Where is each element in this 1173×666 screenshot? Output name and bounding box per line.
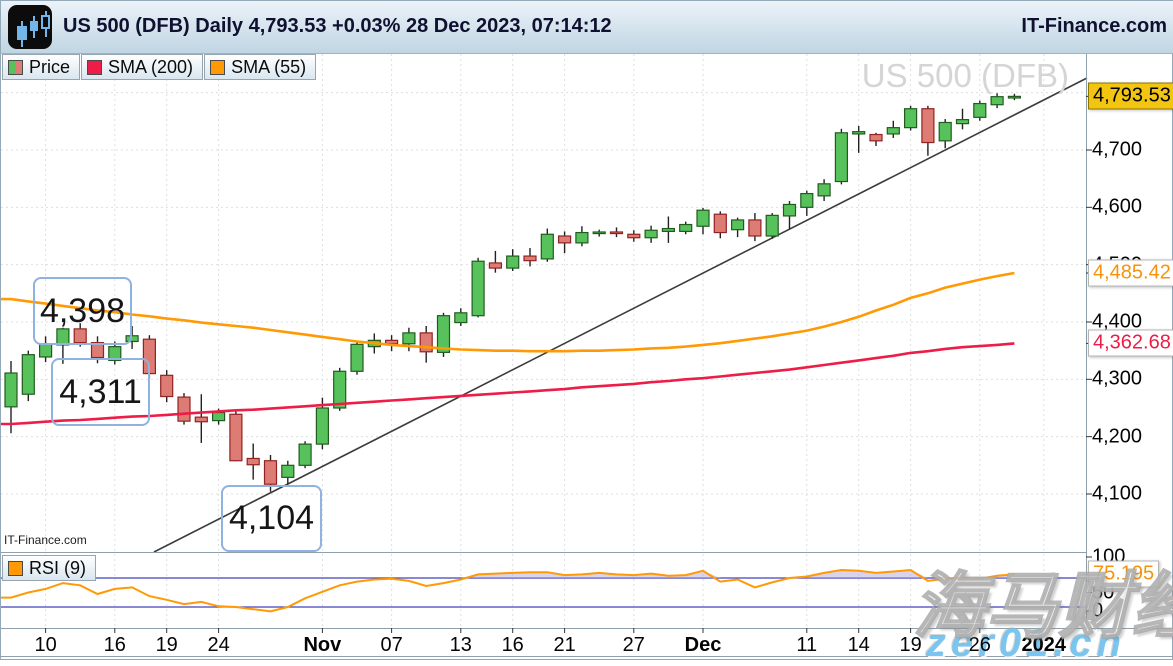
candle-oct-23[interactable]	[194, 394, 208, 443]
legend-sma200[interactable]: SMA (200)	[81, 54, 204, 80]
candle-dec-01[interactable]	[696, 207, 710, 235]
candle-oct-25[interactable]	[229, 411, 243, 462]
candle-nov-14[interactable]	[471, 257, 485, 318]
candle-oct-30[interactable]	[281, 460, 295, 485]
candle-dec-19[interactable]	[903, 105, 918, 131]
candle-nov-21[interactable]	[557, 231, 572, 254]
candle-nov-28[interactable]	[644, 225, 658, 243]
sma55-line[interactable]	[1, 271, 1015, 353]
candle-oct-06[interactable]	[4, 360, 18, 434]
candle-nov-17[interactable]	[523, 248, 537, 267]
sma55-swatch-icon	[210, 59, 226, 75]
candle-nov-16[interactable]	[506, 249, 520, 271]
legend-row: Price SMA (200) SMA (55)	[2, 54, 317, 80]
candle-oct-12[interactable]	[73, 323, 87, 347]
candle-nov-24[interactable]	[609, 227, 624, 238]
candle-dec-07[interactable]	[765, 213, 779, 239]
time-axis[interactable]	[1, 629, 1086, 659]
legend-price-label: Price	[29, 56, 71, 77]
candle-dec-27[interactable]	[990, 93, 1004, 109]
candle-nov-23[interactable]	[592, 229, 606, 237]
candle-nov-27[interactable]	[627, 230, 641, 242]
rsi-line[interactable]	[1, 568, 1015, 613]
brand-link[interactable]: IT-Finance.com	[1021, 15, 1167, 37]
candle-dec-21[interactable]	[938, 119, 952, 149]
candle-oct-19[interactable]	[160, 370, 174, 403]
candle-oct-20[interactable]	[177, 393, 191, 425]
candle-dec-12[interactable]	[817, 179, 831, 202]
candle-dec-14[interactable]	[852, 125, 866, 153]
candle-dec-05[interactable]	[730, 217, 745, 238]
candle-nov-08[interactable]	[402, 327, 416, 352]
legend-rsi-label: RSI (9)	[29, 557, 87, 578]
candle-nov-10[interactable]	[436, 312, 451, 357]
itfinance-small-label: IT-Finance.com	[4, 533, 87, 547]
candle-dec-06[interactable]	[748, 213, 762, 242]
legend-sma55-label: SMA (55)	[231, 56, 307, 77]
candle-dec-18[interactable]	[886, 120, 900, 138]
candle-dec-28[interactable]	[1007, 93, 1022, 101]
trendline[interactable]	[153, 77, 1088, 553]
candle-dec-22[interactable]	[955, 108, 970, 130]
legend-sma200-label: SMA (200)	[108, 56, 194, 77]
candle-dec-11[interactable]	[800, 190, 814, 216]
candle-nov-29[interactable]	[661, 216, 676, 243]
candle-dec-26[interactable]	[973, 100, 987, 121]
price-annotation-4104[interactable]: 4,104	[221, 485, 322, 552]
candle-dec-08[interactable]	[782, 201, 797, 230]
legend-sma55[interactable]: SMA (55)	[204, 54, 317, 80]
candlestick-logo-icon	[8, 5, 52, 49]
candle-nov-20[interactable]	[540, 228, 554, 262]
price-annotation-4398[interactable]: 4,398	[33, 277, 132, 345]
candle-oct-16[interactable]	[108, 341, 122, 365]
symbol-watermark: US 500 (DFB)	[861, 57, 1069, 94]
chart-title: US 500 (DFB) Daily 4,793.53 +0.03% 28 De…	[63, 15, 612, 37]
candle-nov-03[interactable]	[350, 341, 364, 375]
candle-oct-09[interactable]	[21, 350, 35, 402]
sma200-line[interactable]	[1, 342, 1015, 426]
legend-price[interactable]: Price	[2, 54, 81, 80]
candle-nov-30[interactable]	[679, 221, 693, 235]
candle-oct-31[interactable]	[298, 441, 312, 469]
candle-nov-15[interactable]	[488, 250, 502, 273]
sma200-swatch-icon	[87, 59, 103, 75]
candle-dec-20[interactable]	[921, 105, 935, 156]
price-annotation-4311[interactable]: 4,311	[51, 358, 150, 426]
price-axis[interactable]	[1087, 54, 1173, 628]
candle-dec-04[interactable]	[713, 211, 727, 239]
rsi-swatch-icon	[8, 560, 23, 576]
price-swatch-icon	[8, 59, 23, 75]
legend-rsi[interactable]: RSI (9)	[2, 555, 97, 581]
candle-nov-09[interactable]	[419, 326, 433, 363]
candle-nov-22[interactable]	[575, 226, 589, 247]
candle-dec-13[interactable]	[834, 128, 849, 185]
rsi-legend-row: RSI (9)	[2, 555, 97, 581]
url-watermark: zer01.cn	[926, 621, 1127, 665]
candle-nov-13[interactable]	[454, 308, 468, 327]
candle-dec-15[interactable]	[869, 132, 883, 146]
header-bar: US 500 (DFB) Daily 4,793.53 +0.03% 28 De…	[1, 1, 1173, 54]
candle-oct-26[interactable]	[246, 443, 260, 480]
